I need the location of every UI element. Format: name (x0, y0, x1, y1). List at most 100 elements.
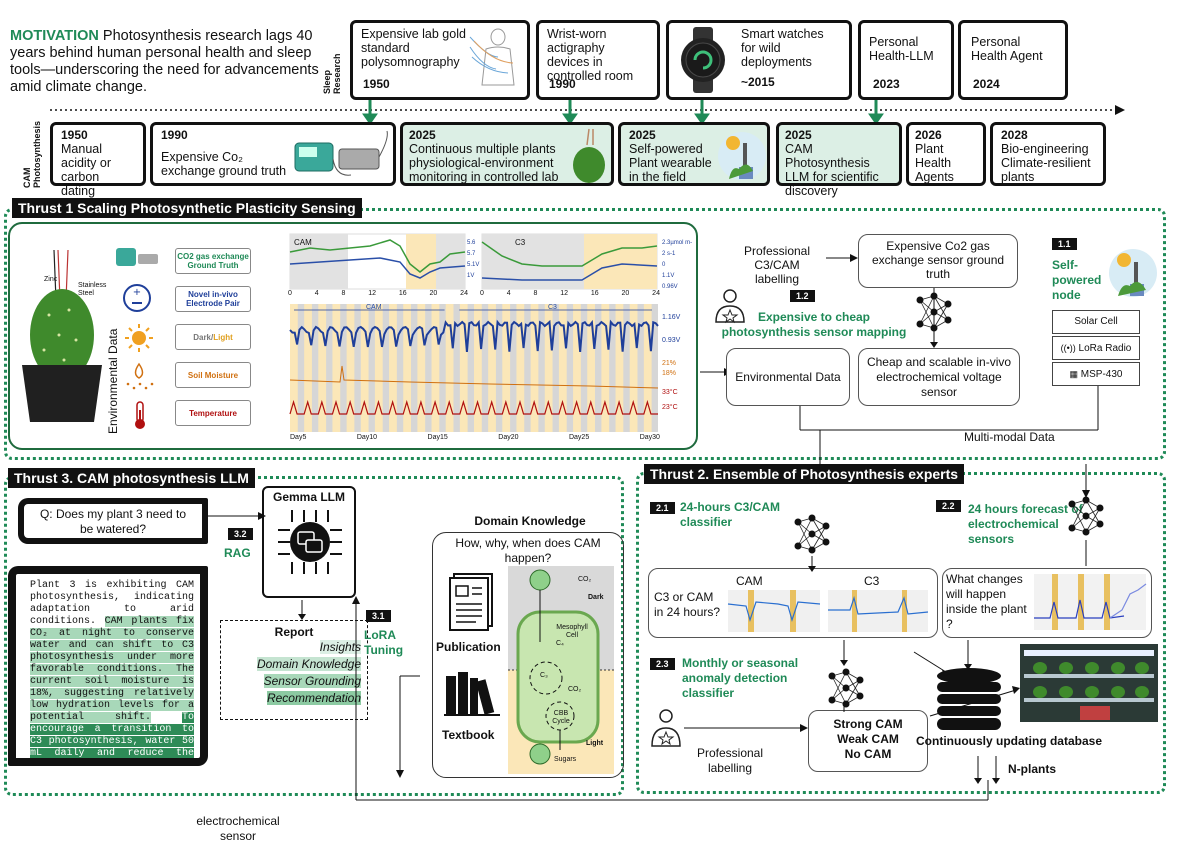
night-band (637, 304, 644, 432)
timeline-axis (50, 100, 1125, 125)
big-chart-cam-label: CAM (366, 304, 382, 311)
num-2-3: 2.3 (650, 658, 675, 670)
co2-analyzer-image (294, 130, 388, 176)
sleep-1990: Wrist-worn actigraphy devices in control… (536, 20, 660, 100)
c3-plot-label: C3 (864, 574, 880, 588)
right-label: 1V (467, 273, 475, 279)
diagram-sugars: Sugars (554, 756, 577, 763)
tick: 12 (368, 290, 377, 297)
thrust2-title: Thrust 2. Ensemble of Photosynthesis exp… (644, 464, 965, 484)
right-label: 0.96V (662, 284, 678, 290)
cam-cycle-diagram (508, 566, 614, 774)
right-label: 5.6 (467, 240, 476, 246)
legend-soil: Soil Moisture (175, 362, 251, 388)
anomaly-text: Monthly or seasonal anomaly detection cl… (682, 656, 799, 700)
right-label: 1.16V (662, 314, 681, 321)
right-label: 1.1V (662, 273, 675, 279)
cactus-pot-image (22, 249, 102, 422)
day-label: Day5 (290, 434, 307, 441)
lora-label: LoRA Tuning (364, 628, 404, 657)
person-labeller-icon (651, 709, 681, 747)
sleep-2024-text: Personal Health Agent (971, 35, 1043, 63)
sleep-2015-year: ~2015 (741, 75, 775, 89)
night-band (340, 304, 347, 432)
thrust3-title: Thrust 3. CAM photosynthesis LLM (8, 468, 255, 488)
right-label: 21% (662, 360, 677, 367)
cam-2028: 2028 Bio-engineering Climate-resilient p… (990, 122, 1106, 186)
big-chart-c3-label: C3 (548, 304, 557, 311)
legend-soil-text: Soil Moisture (187, 370, 239, 380)
tick: 24 (460, 290, 468, 297)
report-box: Report Insights Domain Knowledge Sensor … (220, 620, 368, 720)
answer-highlight-1: CAM plants fix CO₂ at night to conserve … (30, 616, 194, 723)
cheap-sensor-box: Cheap and scalable in-vivo electrochemic… (858, 348, 1020, 406)
legend-temperature: Temperature (175, 400, 251, 426)
cam-1990-text: Expensive Co₂ exchange ground truth (161, 150, 287, 178)
cam-1950-year: 1950 (61, 128, 88, 142)
smartwatch-icon (681, 27, 725, 93)
night-band (396, 304, 404, 432)
tick: 4 (314, 290, 319, 297)
sleep-1950-text: Expensive lab gold standard polysomnogra… (361, 27, 466, 69)
report-title: Report (274, 625, 314, 639)
soil-moisture-series (289, 365, 659, 389)
night-band (580, 304, 588, 432)
diagram-c4: C₄ (556, 640, 564, 647)
legend-temperature-text: Temperature (189, 408, 237, 418)
day-label: Day10 (356, 434, 378, 441)
sleep-1990-text: Wrist-worn actigraphy devices in control… (547, 27, 634, 83)
radio-icon: ((•)) (1060, 343, 1076, 353)
night-band (495, 304, 503, 432)
mapping-text: Expensive to cheap photosynthesis sensor… (721, 310, 907, 339)
c3-24h-chart (481, 233, 658, 290)
big-chart-days: Day5 Day10 Day15 Day20 Day25 Day30 (290, 434, 660, 441)
c3-chart-ticks: 0 4 8 12 16 20 24 (480, 290, 660, 297)
right-label: 5.1V (467, 262, 480, 268)
report-items: Insights Domain Knowledge Sensor Groundi… (221, 639, 367, 707)
electrode-icon: + (123, 284, 151, 312)
motivation-label: MOTIVATION (10, 28, 99, 44)
cam-chart-ticks: 0 4 8 12 16 20 24 (288, 290, 468, 297)
publication-label: Publication (436, 640, 501, 654)
legend-dark-text: Dark/ (193, 332, 214, 342)
env-data-box: Environmental Data (726, 348, 850, 406)
day-label: Day30 (639, 434, 660, 441)
night-band (439, 304, 446, 432)
svg-text:+: + (133, 287, 141, 298)
sleep-2015: Smart watches for wild deployments ~2015 (666, 20, 852, 100)
expensive-sensor-box: Expensive Co2 gas exchange sensor ground… (858, 234, 1018, 288)
tick: 20 (621, 290, 630, 297)
msp430-box: ▦ MSP-430 (1052, 362, 1140, 386)
self-powered-text: Self-powered node (1052, 258, 1102, 302)
day-label: Day15 (427, 434, 448, 441)
cam-2025-llm-text: CAM Photosynthesis LLM for scientific di… (785, 142, 879, 198)
publication-icon (449, 573, 493, 631)
polysomnography-figure (469, 28, 515, 86)
legend-darklight: Dark/Light (175, 324, 251, 350)
textbook-icon (444, 672, 500, 716)
cam-2025-lab-year: 2025 (409, 128, 436, 142)
prof-labelling-text: Professional labelling (696, 746, 764, 775)
sleep-2024: Personal Health Agent 2024 (958, 20, 1068, 100)
expensive-sensor-text: Expensive Co2 gas exchange sensor ground… (871, 239, 1005, 281)
answer-plain: Plant 3 is exhibiting CAM photosynthesis… (30, 580, 194, 627)
report-insights: Insights (319, 640, 361, 654)
night-band (467, 304, 474, 432)
tick: 20 (429, 290, 438, 297)
database-label: Continuously updating database (916, 734, 1103, 748)
gemma-box: Gemma LLM (262, 486, 356, 598)
question-text: Q: Does my plant 3 need to be watered? (39, 507, 187, 536)
cactus-pad-image (573, 128, 605, 183)
steel-label: Stainless Steel (78, 282, 107, 297)
tick: 16 (398, 290, 407, 297)
cam-classes-box: Strong CAM Weak CAM No CAM (808, 710, 928, 772)
plant-wearable-icon (718, 132, 766, 180)
c3-chart-label: C3 (515, 238, 526, 247)
motivation: MOTIVATION Photosynthesis research lags … (10, 28, 340, 96)
night-band (623, 304, 630, 432)
cam-1990-year: 1990 (161, 128, 188, 142)
tick: 0 (288, 290, 292, 297)
night-band (552, 304, 559, 432)
cam-2025-wearable: 2025 Self-powered Plant wearable in the … (618, 122, 770, 186)
